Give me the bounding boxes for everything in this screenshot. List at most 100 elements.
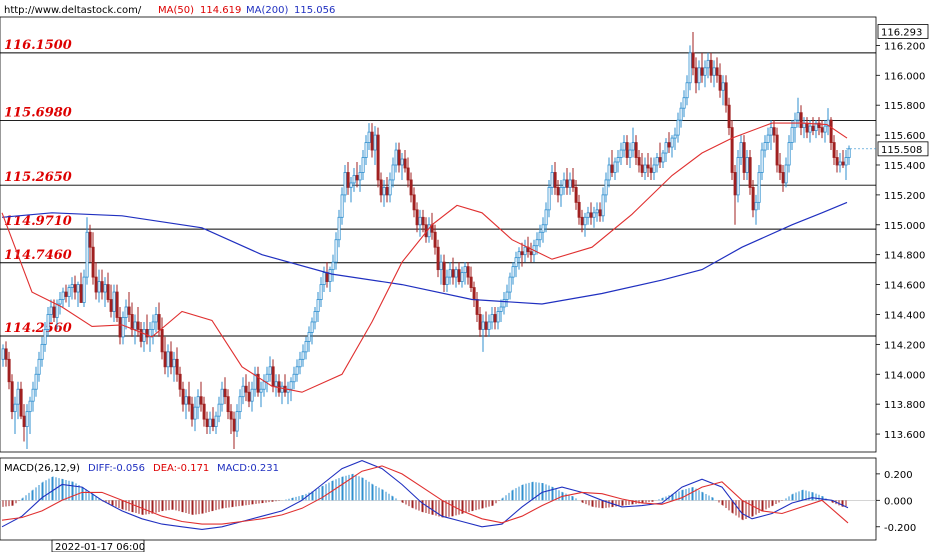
candle-down: [130, 314, 134, 330]
candle-up: [343, 172, 347, 196]
candle-down: [442, 261, 446, 285]
candle-down: [199, 396, 203, 405]
candle-down: [658, 157, 662, 163]
price-pane: [0, 16, 877, 453]
candle-down: [589, 212, 593, 218]
macd-tick-label: -0.200: [884, 523, 916, 534]
candle-down: [409, 179, 413, 196]
candle-up: [607, 164, 611, 181]
candle-down: [406, 167, 410, 181]
candle-up: [604, 179, 608, 196]
candle-down: [187, 396, 191, 405]
candle-down: [733, 172, 737, 196]
candle-down: [205, 418, 209, 427]
candle-up: [670, 137, 674, 148]
candle-down: [493, 314, 497, 323]
level-label: 114.9710: [4, 214, 72, 229]
candle-up: [502, 299, 506, 308]
candle-up: [763, 142, 767, 151]
macd-dea-line: [1, 465, 849, 525]
candle-up: [298, 358, 302, 368]
price-tick-label: 115.200: [884, 191, 925, 202]
candle-down: [472, 287, 476, 300]
candle-up: [40, 343, 44, 360]
current-price-box: [877, 141, 929, 157]
candle-down: [403, 158, 407, 169]
candle-up: [121, 317, 125, 338]
price-pane-frame: [0, 16, 877, 453]
candle-up: [37, 358, 41, 375]
candle-up: [124, 306, 128, 318]
candle-up: [49, 306, 53, 315]
candle-up: [523, 246, 527, 256]
candle-up: [793, 119, 797, 129]
candle-down: [397, 149, 401, 166]
candle-up: [394, 149, 398, 166]
candle-up: [784, 164, 788, 184]
candle-up: [682, 97, 686, 109]
candle-up: [133, 321, 137, 330]
candle-up: [739, 142, 743, 158]
candle-up: [70, 284, 74, 288]
candle-up: [514, 257, 518, 268]
candle-up: [583, 216, 587, 226]
candle-up: [736, 157, 740, 196]
date-label: 2022-01-17 06:00: [55, 542, 145, 552]
candle-down: [202, 403, 206, 420]
price-tick-label: 115.600: [884, 131, 925, 142]
candle-up: [289, 381, 293, 390]
candle-down: [565, 179, 569, 188]
candle-down: [667, 142, 671, 148]
candle-down: [79, 284, 83, 303]
candle-up: [76, 284, 80, 293]
candle-down: [835, 157, 839, 166]
candle-up: [268, 366, 272, 375]
candle-up: [745, 157, 749, 173]
candle-down: [457, 269, 461, 282]
candle-up: [769, 127, 773, 136]
candle-up: [619, 149, 623, 158]
candle-down: [775, 134, 779, 166]
candle-up: [673, 134, 677, 139]
candle-down: [691, 52, 695, 69]
candle-up: [352, 175, 356, 184]
candle-up: [34, 373, 38, 390]
candle-down: [718, 74, 722, 91]
candle-up: [55, 303, 59, 318]
candle-down: [751, 187, 755, 211]
candle-down: [52, 306, 56, 318]
candle-up: [517, 251, 521, 259]
candle-down: [610, 164, 614, 173]
candle-up: [454, 269, 458, 278]
candle-down: [781, 172, 785, 184]
candle-up: [43, 329, 47, 345]
candle-down: [109, 299, 113, 312]
price-tick-label: 115.400: [884, 161, 925, 172]
price-tick-label: 113.800: [884, 400, 925, 411]
macd-diff-line: [1, 460, 849, 530]
candle-up: [58, 299, 62, 305]
level-label: 115.6980: [4, 105, 72, 120]
candle-up: [142, 329, 146, 342]
candle-up: [97, 281, 101, 293]
candle-up: [322, 272, 326, 285]
price-tick-label: 114.800: [884, 251, 925, 262]
candle-down: [211, 418, 215, 427]
candle-down: [157, 314, 161, 330]
candle-down: [163, 351, 167, 368]
candle-up: [544, 209, 548, 226]
candle-down: [574, 187, 578, 203]
candle-down: [553, 172, 557, 188]
candle-down: [433, 231, 437, 248]
candle-up: [331, 261, 335, 271]
candle-up: [241, 385, 245, 398]
candle-up: [652, 164, 656, 173]
candle-up: [706, 59, 710, 69]
high-price-label: 116.293: [881, 28, 922, 39]
ma50-line: [1, 122, 848, 393]
candle-up: [766, 134, 770, 143]
candle-down: [469, 276, 473, 288]
candle-up: [496, 311, 500, 323]
candle-up: [535, 239, 539, 247]
